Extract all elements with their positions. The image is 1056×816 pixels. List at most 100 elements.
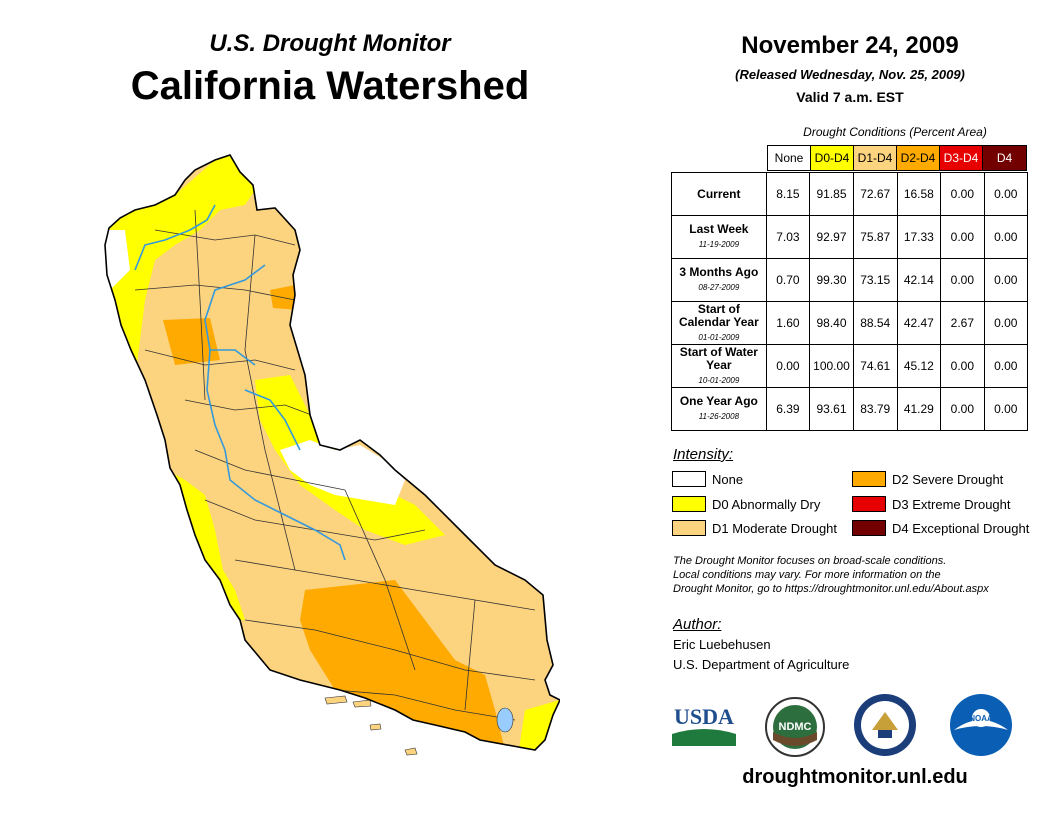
cell: 0.00 <box>983 172 1029 216</box>
channel-islands <box>324 695 418 756</box>
legend-swatch <box>672 471 706 487</box>
svg-text:NOAA: NOAA <box>969 714 993 723</box>
cell: 0.00 <box>983 215 1029 259</box>
table-row: Start of Water Year 10-01-2009 0.00 100.0… <box>671 344 1029 388</box>
legend-swatch <box>672 520 706 536</box>
release-date: (Released Wednesday, Nov. 25, 2009) <box>735 67 965 82</box>
d2-northeast-region <box>270 285 300 310</box>
note-line: The Drought Monitor focuses on broad-sca… <box>673 555 947 567</box>
cell: 0.70 <box>765 258 811 302</box>
cell: 73.15 <box>852 258 898 302</box>
d2-north-region <box>163 318 220 365</box>
drought-conditions-table: Current 8.15 91.85 72.67 16.58 0.00 0.00… <box>671 172 1029 431</box>
table-row: Start of Calendar Year 01-01-2009 1.60 98… <box>671 301 1029 345</box>
cell: 0.00 <box>940 215 985 259</box>
col-d2-d4: D2-D4 <box>897 146 940 170</box>
note-line: Drought Monitor, go to https://droughtmo… <box>673 583 989 595</box>
row-label: 3 Months Ago 08-27-2009 <box>671 258 767 302</box>
commerce-seal <box>854 694 916 756</box>
ndmc-logo: NDMC <box>765 697 825 757</box>
row-label: Start of Water Year 10-01-2009 <box>671 344 767 388</box>
california-watershed-map <box>104 154 560 756</box>
website-link[interactable]: droughtmonitor.unl.edu <box>742 766 968 788</box>
rivers <box>134 204 346 561</box>
cell: 41.29 <box>896 387 942 431</box>
legend-item-d1: D1 Moderate Drought <box>672 520 837 536</box>
cell: 0.00 <box>983 301 1029 345</box>
cell: 72.67 <box>852 172 898 216</box>
cell: 8.15 <box>765 172 811 216</box>
d0-south-region <box>515 700 560 750</box>
table-caption: Drought Conditions (Percent Area) <box>803 125 987 139</box>
svg-text:NDMC: NDMC <box>779 721 812 733</box>
legend-label: None <box>712 471 744 487</box>
cell: 2.67 <box>940 301 985 345</box>
legend-label: D0 Abnormally Dry <box>712 496 821 512</box>
table-row: One Year Ago 11-26-2008 6.39 93.61 83.79 … <box>671 387 1029 431</box>
cell: 0.00 <box>983 387 1029 431</box>
cell: 0.00 <box>940 344 985 388</box>
disclaimer-note: The Drought Monitor focuses on broad-sca… <box>673 554 1043 596</box>
cell: 45.12 <box>896 344 942 388</box>
legend-label: D1 Moderate Drought <box>712 520 838 536</box>
none-sierra-region <box>280 440 405 505</box>
cell: 7.03 <box>765 215 811 259</box>
valid-time: Valid 7 a.m. EST <box>796 89 904 105</box>
row-label: Last Week 11-19-2009 <box>671 215 767 259</box>
cell: 0.00 <box>983 258 1029 302</box>
cell: 99.30 <box>809 258 854 302</box>
legend-label: D4 Exceptional Drought <box>892 520 1030 536</box>
table-row: Current 8.15 91.85 72.67 16.58 0.00 0.00 <box>671 172 1029 216</box>
legend-label: D2 Severe Drought <box>892 471 1004 487</box>
table-row: 3 Months Ago 08-27-2009 0.70 99.30 73.15 … <box>671 258 1029 302</box>
note-line: Local conditions may vary. For more info… <box>673 569 941 581</box>
cell: 0.00 <box>940 258 985 302</box>
legend-swatch <box>852 496 886 512</box>
table-header-row: None D0-D4 D1-D4 D2-D4 D3-D4 D4 <box>767 145 1027 171</box>
cell: 0.00 <box>940 172 985 216</box>
cell: 75.87 <box>852 215 898 259</box>
col-d3-d4: D3-D4 <box>940 146 983 170</box>
svg-text:USDA: USDA <box>674 704 734 729</box>
row-label: Start of Calendar Year 01-01-2009 <box>671 301 767 345</box>
author-org: U.S. Department of Agriculture <box>673 657 850 672</box>
map-subtitle: U.S. Drought Monitor <box>209 30 451 57</box>
cell: 92.97 <box>809 215 854 259</box>
d2-south-region <box>300 580 505 750</box>
cell: 0.00 <box>983 344 1029 388</box>
cell: 6.39 <box>765 387 811 431</box>
d0-foothills-region <box>255 375 445 545</box>
cell: 42.47 <box>896 301 942 345</box>
cell: 98.40 <box>809 301 854 345</box>
d2-desert-region <box>475 480 525 550</box>
legend-item-d3: D3 Extreme Drought <box>852 496 1011 512</box>
legend-swatch <box>852 520 886 536</box>
col-d4: D4 <box>983 146 1026 170</box>
legend-label: D3 Extreme Drought <box>892 496 1011 512</box>
legend-swatch <box>852 471 886 487</box>
none-north-coast-region <box>105 230 130 290</box>
usda-logo: USDA <box>672 704 736 746</box>
cell: 93.61 <box>809 387 854 431</box>
col-none: None <box>768 146 811 170</box>
map-title: California Watershed <box>130 64 530 108</box>
legend-swatch <box>672 496 706 512</box>
cell: 1.60 <box>765 301 811 345</box>
legend-title: Intensity: <box>673 446 734 463</box>
row-label: One Year Ago 11-26-2008 <box>671 387 767 431</box>
cell: 0.00 <box>765 344 811 388</box>
cell: 16.58 <box>896 172 942 216</box>
cell: 88.54 <box>852 301 898 345</box>
cell: 83.79 <box>852 387 898 431</box>
cell: 0.00 <box>940 387 985 431</box>
cell: 100.00 <box>809 344 854 388</box>
cell: 17.33 <box>896 215 942 259</box>
legend-item-d2: D2 Severe Drought <box>852 471 1003 487</box>
map-date: November 24, 2009 <box>741 32 959 59</box>
cell: 91.85 <box>809 172 854 216</box>
watershed-outline <box>104 154 560 751</box>
author-title: Author: <box>673 616 722 633</box>
legend-item-none: None <box>672 471 743 487</box>
col-d1-d4: D1-D4 <box>854 146 897 170</box>
cell: 74.61 <box>852 344 898 388</box>
